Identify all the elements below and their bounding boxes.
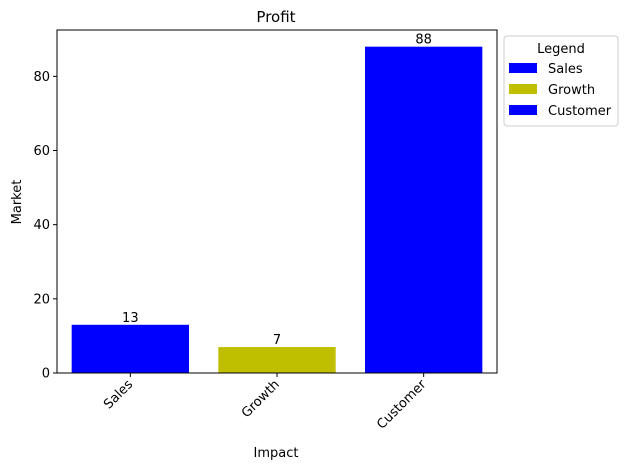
x-axis-label: Impact — [254, 446, 299, 461]
y-axis-label: Market — [10, 180, 25, 225]
legend-swatch-sales — [509, 63, 537, 73]
legend-title: Legend — [537, 42, 585, 57]
legend-frame — [503, 35, 619, 127]
bar-value-label: 13 — [122, 311, 139, 326]
legend-swatch-customer — [509, 105, 537, 115]
bar-customer — [365, 46, 483, 373]
plot-frame — [56, 29, 498, 374]
bar-sales — [71, 324, 189, 373]
bar-labels-group: 13 7 88 — [122, 33, 432, 348]
bar-value-label: 88 — [415, 33, 432, 48]
bar-value-label: 7 — [273, 333, 281, 348]
x-tick-label: Sales — [101, 377, 136, 412]
y-tick-label: 80 — [33, 70, 50, 85]
x-tick-label: Customer — [374, 377, 430, 433]
legend-label-sales: Sales — [548, 62, 583, 77]
y-tick-label: 20 — [33, 292, 50, 307]
y-tick-label: 0 — [42, 367, 50, 382]
y-tick-label: 40 — [33, 218, 50, 233]
x-axis: Sales Growth Customer — [101, 373, 430, 432]
y-tick-label: 60 — [33, 144, 50, 159]
y-axis: 0 20 40 60 80 — [33, 70, 57, 382]
legend-swatch-growth — [509, 84, 537, 94]
bars-group — [71, 46, 483, 373]
legend-label-growth: Growth — [548, 83, 595, 98]
legend-entries: Sales Growth Customer — [509, 62, 612, 119]
legend-label-customer: Customer — [548, 104, 612, 119]
legend: Legend Sales Growth Customer — [503, 35, 619, 127]
chart-title: Profit — [256, 8, 295, 26]
bar-growth — [218, 347, 336, 373]
x-tick-label: Growth — [239, 377, 283, 421]
